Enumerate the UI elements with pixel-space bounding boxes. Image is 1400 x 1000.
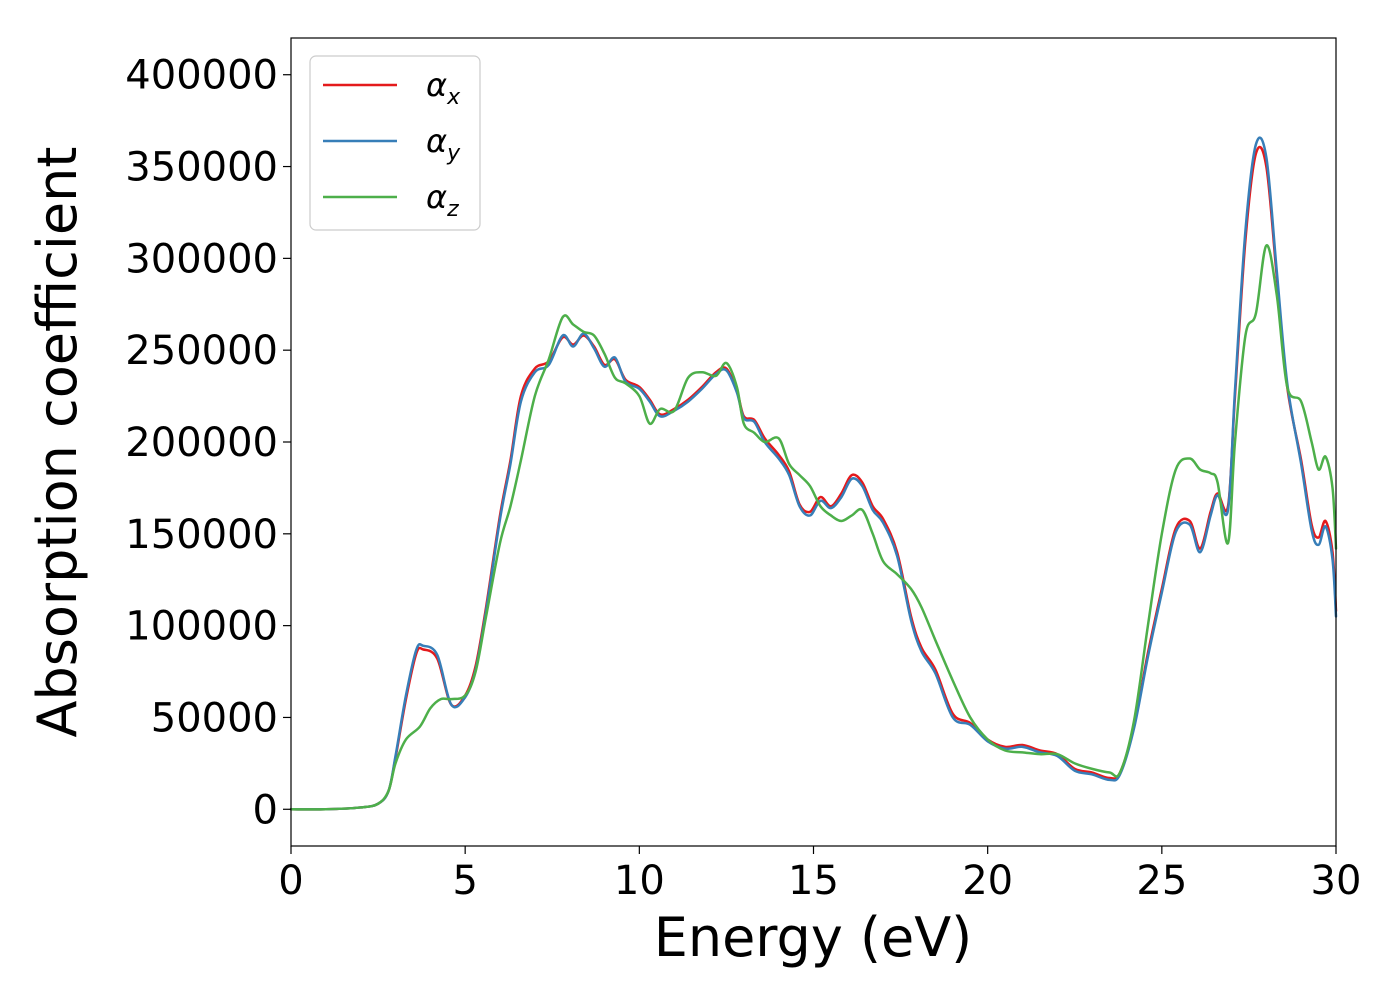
y-tick-label: 50000 xyxy=(151,695,278,741)
series-group xyxy=(289,136,1338,811)
y-tick-label: 0 xyxy=(253,787,278,833)
x-tick-label: 30 xyxy=(1311,858,1362,904)
x-tick-label: 25 xyxy=(1136,858,1187,904)
y-tick-label: 300000 xyxy=(125,236,278,282)
series-line-z xyxy=(289,244,1338,811)
y-axis-ticks: 0 50000 100000 150000 200000 250000 300000 3500… xyxy=(125,53,291,833)
legend-label-x: αx xyxy=(426,66,461,110)
x-tick-label: 10 xyxy=(614,858,665,904)
y-tick-label: 150000 xyxy=(125,512,278,558)
y-tick-label: 200000 xyxy=(125,420,278,466)
legend-label-y: αy xyxy=(426,122,461,166)
legend-box xyxy=(309,55,481,231)
x-axis-ticks: 0 5 10 15 20 25 30 xyxy=(278,846,1361,904)
y-tick-label: 100000 xyxy=(125,604,278,650)
y-tick-label: 400000 xyxy=(125,53,278,99)
legend-label-z: αz xyxy=(426,178,459,222)
x-tick-label: 0 xyxy=(278,858,303,904)
series-line-y xyxy=(289,136,1338,811)
legend: αx αy αz xyxy=(309,55,481,231)
x-axis-label: Energy (eV) xyxy=(654,906,973,969)
y-tick-label: 350000 xyxy=(125,145,278,191)
x-tick-label: 5 xyxy=(452,858,477,904)
y-tick-label: 250000 xyxy=(125,328,278,374)
x-tick-label: 20 xyxy=(962,858,1013,904)
x-tick-label: 15 xyxy=(788,858,839,904)
y-axis-label: Absorption coefficient xyxy=(26,147,89,738)
